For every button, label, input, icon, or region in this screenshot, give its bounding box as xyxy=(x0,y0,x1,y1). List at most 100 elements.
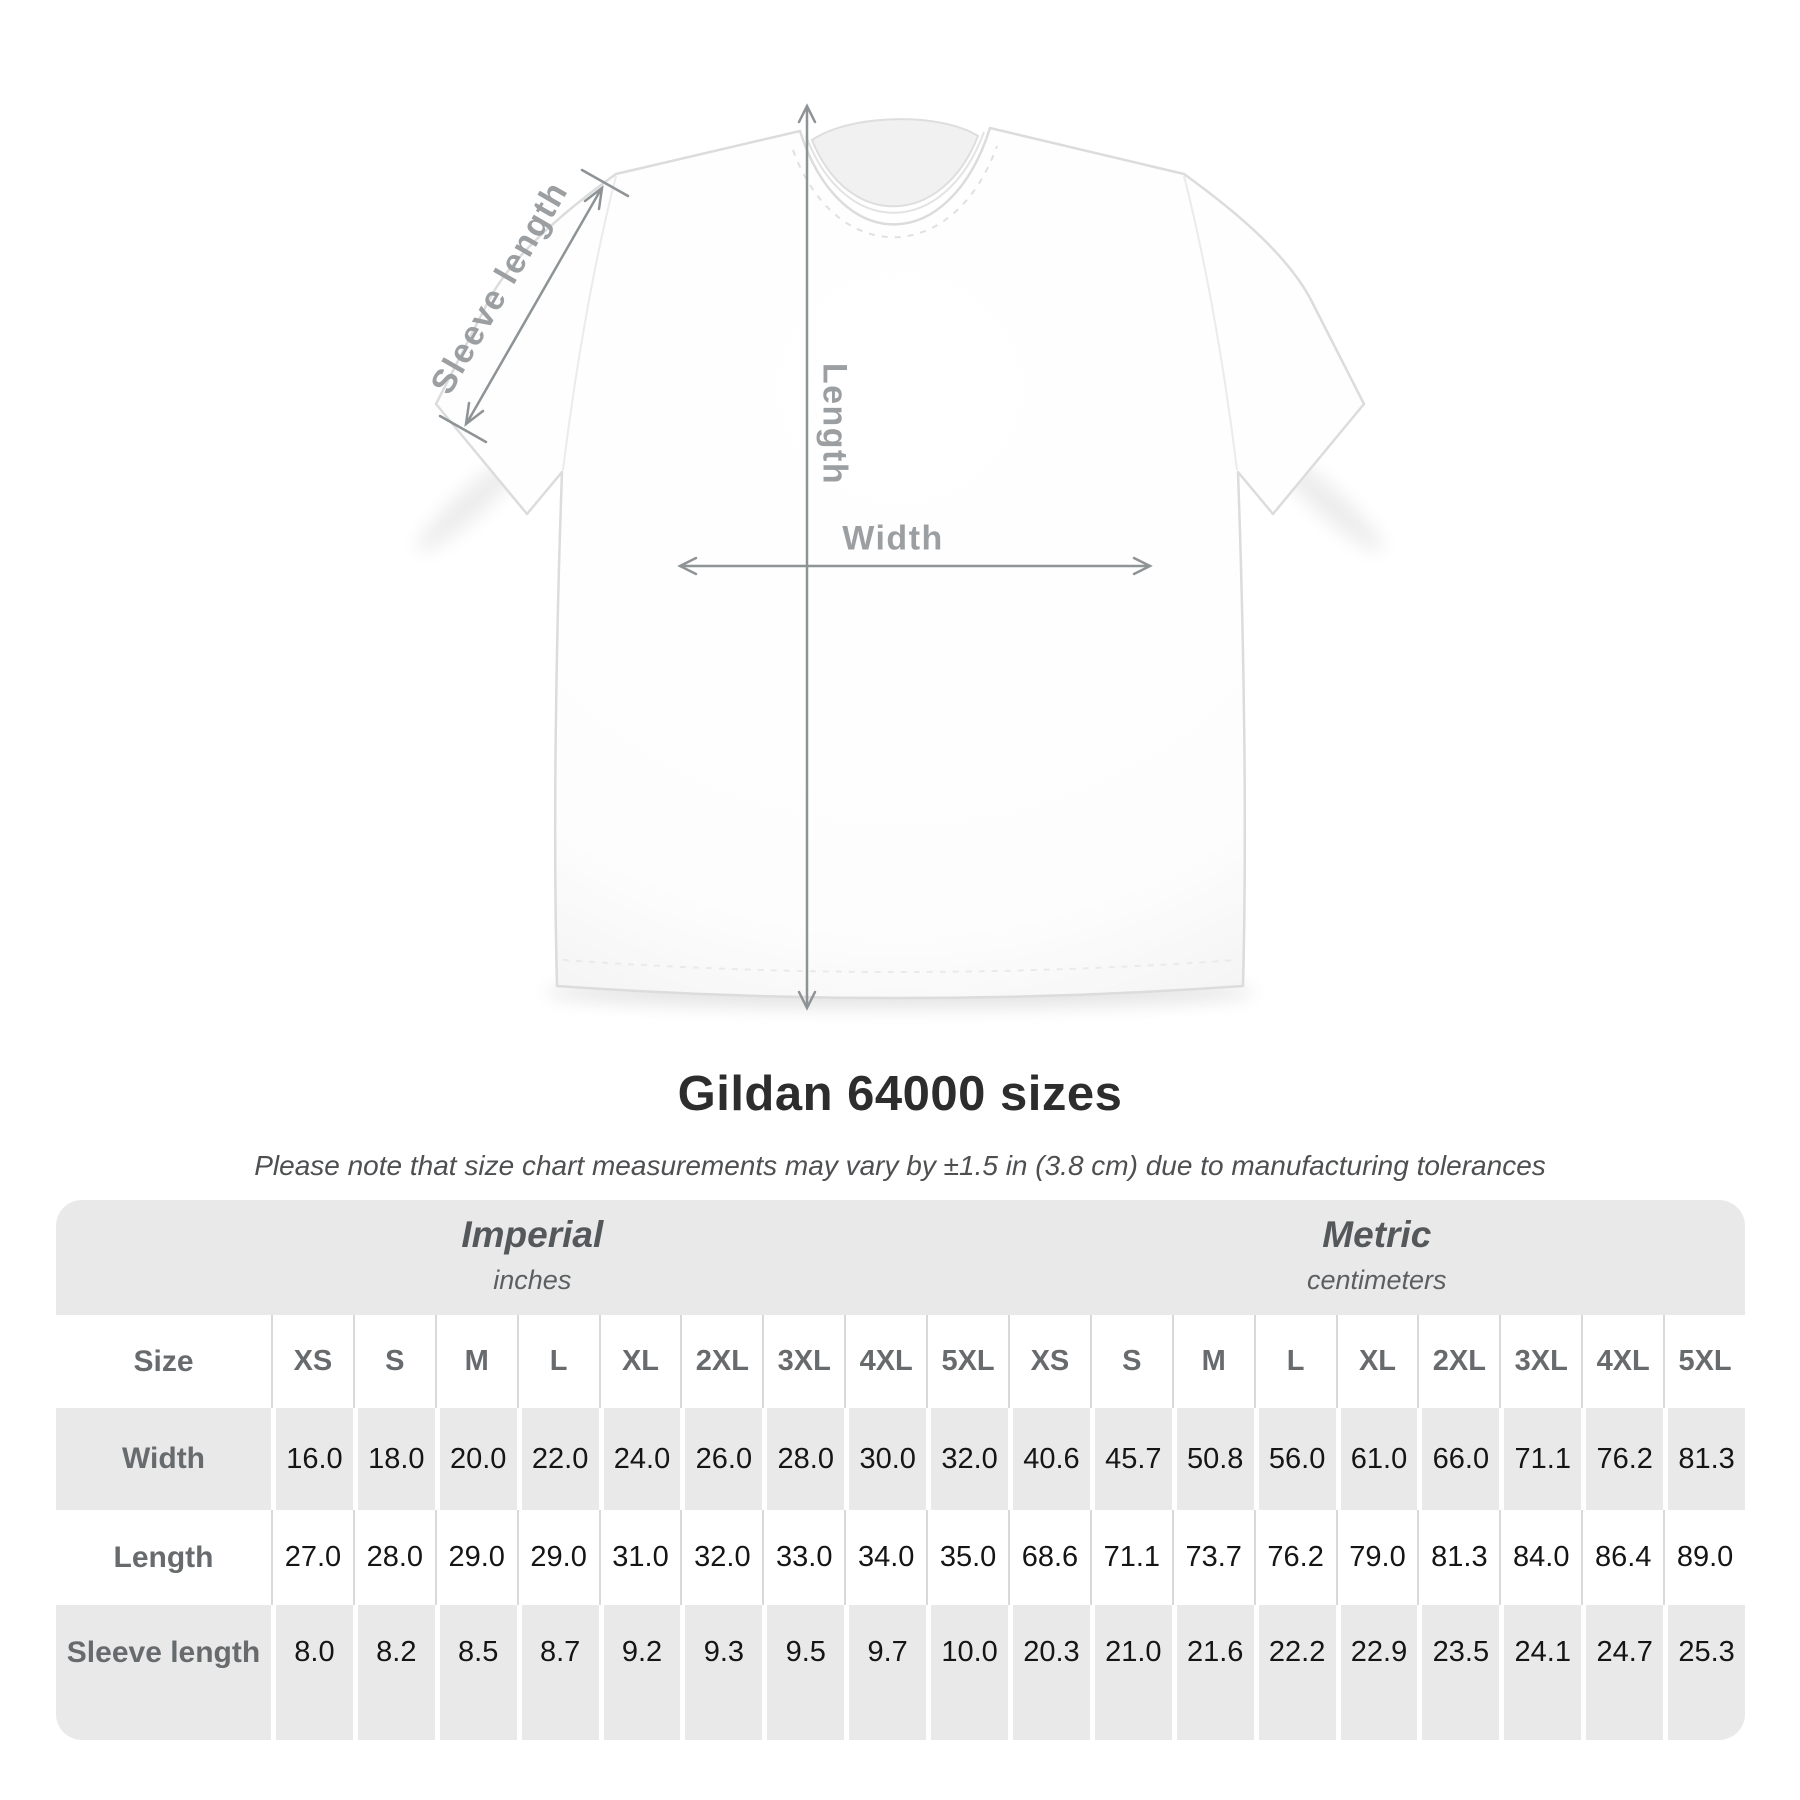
tshirt-illustration xyxy=(417,103,1383,1011)
collar-stitching xyxy=(792,145,998,239)
size-code-cell: XS xyxy=(1007,1315,1090,1408)
value-cell: 27.0 xyxy=(271,1510,353,1605)
length-dimension-line xyxy=(797,103,817,1011)
tshirt-figure: Sleeve length Length Width xyxy=(417,103,1383,1011)
arrowhead-down-icon xyxy=(797,990,817,1011)
value-cell: 56.0 xyxy=(1253,1408,1336,1510)
value-cell: 71.1 xyxy=(1089,1510,1172,1605)
imperial-unit-label: inches xyxy=(493,1265,572,1295)
value-cell: 45.7 xyxy=(1089,1408,1172,1510)
size-code-cell: 2XL xyxy=(680,1315,762,1408)
value-cell: 40.6 xyxy=(1007,1408,1090,1510)
value-cell: 86.4 xyxy=(1581,1510,1663,1605)
page-title: Gildan 64000 sizes xyxy=(677,1067,1123,1121)
value-cell: 89.0 xyxy=(1663,1510,1745,1605)
size-code-cell: M xyxy=(434,1315,517,1408)
value-cell: 9.2 xyxy=(598,1605,681,1740)
size-code-cell: 5XL xyxy=(1663,1315,1745,1408)
size-table: Imperial inches Metric centimeters Size X… xyxy=(56,1200,1745,1740)
width-dimension-line xyxy=(677,556,1153,576)
value-cell: 71.1 xyxy=(1499,1408,1581,1510)
table-row-sleeve-length: Sleeve length 8.0 8.2 8.5 8.7 9.2 9.3 9.5 9.7 10.… xyxy=(56,1605,1745,1740)
value-cell: 9.3 xyxy=(680,1605,762,1740)
size-code-cell: XL xyxy=(598,1315,681,1408)
unit-group-imperial: Imperial inches xyxy=(56,1200,1009,1315)
value-cell: 21.0 xyxy=(1089,1605,1172,1740)
value-cell: 16.0 xyxy=(271,1408,353,1510)
value-cell: 50.8 xyxy=(1171,1408,1254,1510)
row-label-cell: Length xyxy=(113,1540,214,1574)
collar-neck-opening xyxy=(810,118,980,208)
value-cell: 22.2 xyxy=(1253,1605,1336,1740)
page-subtitle: Please note that size chart measurements… xyxy=(254,1150,1546,1181)
size-code-cell: 3XL xyxy=(762,1315,844,1408)
value-cell: 34.0 xyxy=(844,1510,926,1605)
left-sleeve-seam xyxy=(562,175,617,471)
size-code-cell: L xyxy=(1253,1315,1336,1408)
value-cell: 22.0 xyxy=(516,1408,599,1510)
sleeve-dimension-line xyxy=(438,168,630,444)
value-cell: 9.5 xyxy=(762,1605,844,1740)
value-cell: 8.2 xyxy=(352,1605,435,1740)
value-cell: 76.2 xyxy=(1253,1510,1336,1605)
imperial-label: Imperial xyxy=(461,1214,604,1255)
size-code-cell: 3XL xyxy=(1499,1315,1581,1408)
size-code-cell: XS xyxy=(271,1315,353,1408)
value-cell: 20.0 xyxy=(434,1408,517,1510)
dimension-end-tick xyxy=(438,414,488,444)
value-cell: 73.7 xyxy=(1171,1510,1254,1605)
value-cell: 31.0 xyxy=(598,1510,681,1605)
value-cell: 81.3 xyxy=(1417,1510,1499,1605)
table-row-width: Width 16.0 18.0 20.0 22.0 24.0 26.0 28.0 30.0 32.… xyxy=(56,1408,1745,1510)
value-cell: 26.0 xyxy=(680,1408,762,1510)
arrowhead-downleft-icon xyxy=(464,401,485,427)
value-cell: 18.0 xyxy=(352,1408,435,1510)
size-code-cell: 4XL xyxy=(1581,1315,1663,1408)
value-cell: 24.1 xyxy=(1499,1605,1581,1740)
metric-unit-label: centimeters xyxy=(1307,1265,1447,1295)
size-code-cell: L xyxy=(516,1315,599,1408)
right-sleeve-seam xyxy=(1183,175,1238,471)
size-code-cell: 2XL xyxy=(1417,1315,1499,1408)
value-cell: 84.0 xyxy=(1499,1510,1581,1605)
value-cell: 68.6 xyxy=(1007,1510,1090,1605)
size-header-cell: Size xyxy=(133,1344,194,1378)
tshirt-body xyxy=(434,126,1366,1000)
value-cell: 8.7 xyxy=(516,1605,599,1740)
size-code-cell: S xyxy=(352,1315,435,1408)
value-cell: 32.0 xyxy=(680,1510,762,1605)
size-code-cell: S xyxy=(1089,1315,1172,1408)
size-code-cell: 5XL xyxy=(926,1315,1008,1408)
value-cell: 8.5 xyxy=(434,1605,517,1740)
value-cell: 24.7 xyxy=(1581,1605,1663,1740)
unit-group-metric: Metric centimeters xyxy=(1009,1200,1745,1315)
value-cell: 66.0 xyxy=(1417,1408,1499,1510)
collar-rib-line xyxy=(805,131,985,214)
value-cell: 28.0 xyxy=(762,1408,844,1510)
value-cell: 28.0 xyxy=(352,1510,435,1605)
arrowhead-up-icon xyxy=(797,103,817,124)
value-cell: 24.0 xyxy=(598,1408,681,1510)
hem-stitching xyxy=(562,959,1238,973)
value-cell: 79.0 xyxy=(1335,1510,1418,1605)
value-cell: 81.3 xyxy=(1663,1408,1745,1510)
arrowhead-left-icon xyxy=(677,556,698,576)
value-cell: 25.3 xyxy=(1663,1605,1745,1740)
table-row-length: Length 27.0 28.0 29.0 29.0 31.0 32.0 33.0 34.0 35… xyxy=(56,1510,1745,1605)
arrowhead-right-icon xyxy=(1132,556,1153,576)
value-cell: 9.7 xyxy=(844,1605,926,1740)
size-code-cell: 4XL xyxy=(844,1315,926,1408)
size-header-row: Size XS S M L XL 2XL 3XL 4XL 5XL XS S M L XL 2XL 3XL 4XL 5… xyxy=(56,1315,1745,1408)
dimension-end-tick xyxy=(580,168,630,198)
value-cell: 20.3 xyxy=(1007,1605,1090,1740)
value-cell: 29.0 xyxy=(434,1510,517,1605)
value-cell: 33.0 xyxy=(762,1510,844,1605)
size-code-cell: XL xyxy=(1335,1315,1418,1408)
value-cell: 76.2 xyxy=(1581,1408,1663,1510)
value-cell: 32.0 xyxy=(926,1408,1008,1510)
value-cell: 21.6 xyxy=(1171,1605,1254,1740)
value-cell: 29.0 xyxy=(516,1510,599,1605)
value-cell: 23.5 xyxy=(1417,1605,1499,1740)
value-cell: 61.0 xyxy=(1335,1408,1418,1510)
row-label-cell: Sleeve length xyxy=(66,1635,261,1669)
